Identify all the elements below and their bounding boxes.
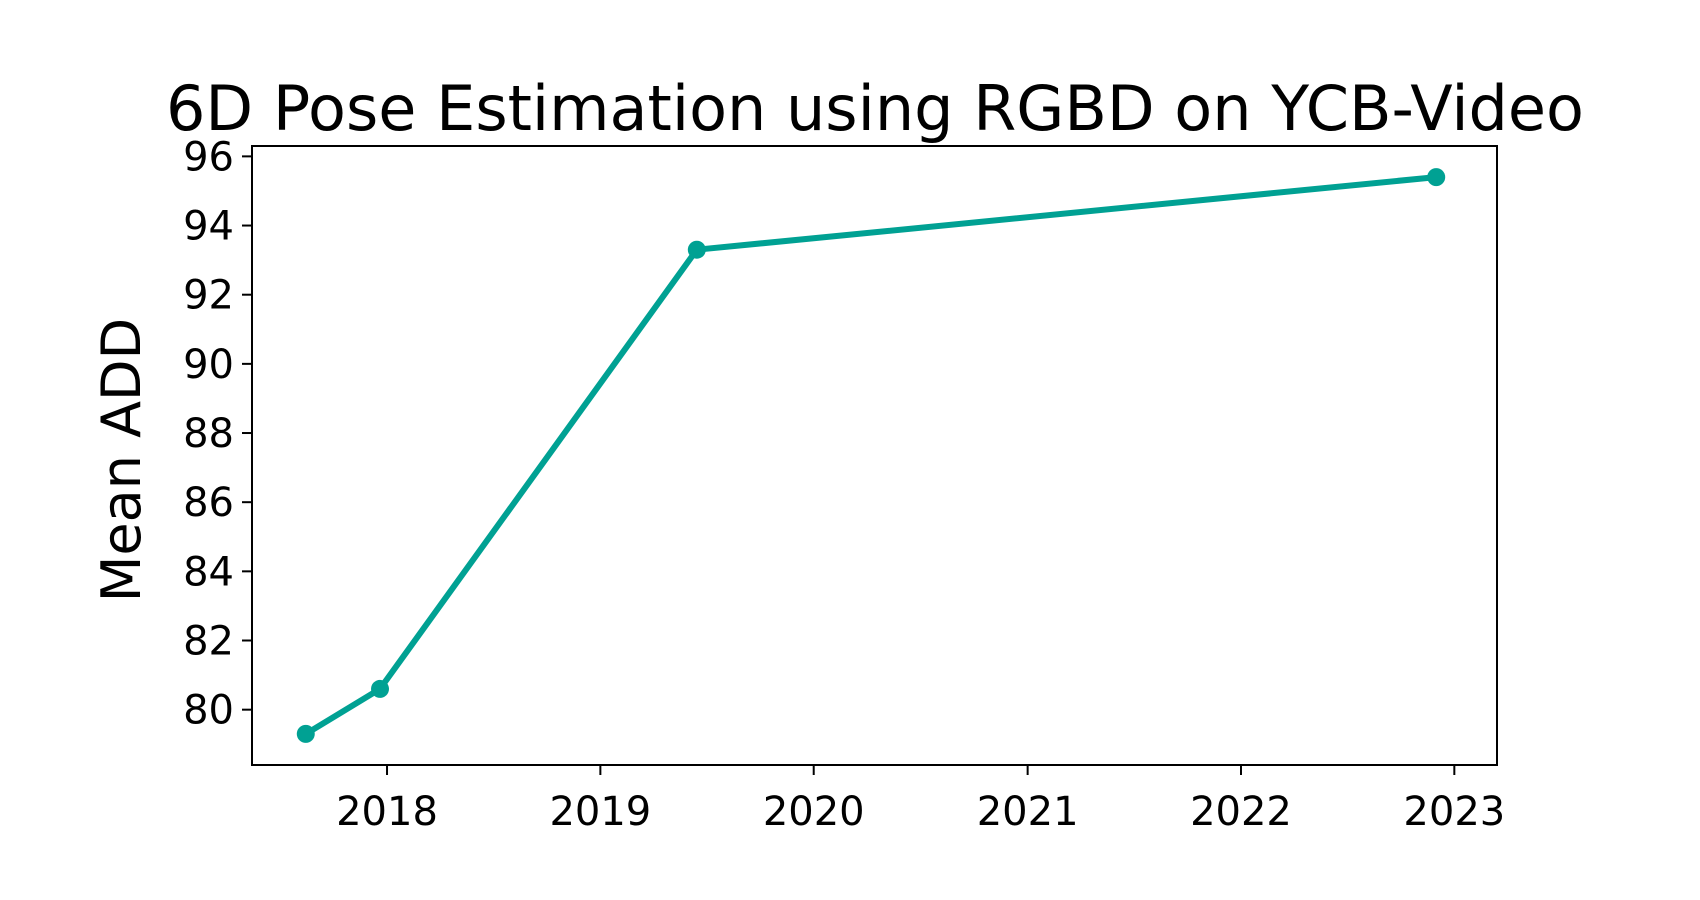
plot-frame	[251, 145, 1498, 766]
data-point	[687, 240, 706, 259]
x-axis: 2018 2019 2020 2021 2022 2023	[336, 765, 1505, 835]
chart-title: 6D Pose Estimation using RGBD on YCB-Vid…	[166, 72, 1584, 145]
y-tick-label: 80	[183, 688, 234, 734]
x-tick-label: 2021	[977, 789, 1079, 835]
x-tick-label: 2023	[1403, 789, 1505, 835]
y-tick-label: 96	[183, 134, 234, 180]
y-tick-label: 84	[183, 549, 234, 595]
y-axis-label: Mean ADD	[90, 318, 153, 602]
y-tick-label: 86	[183, 480, 234, 526]
x-tick-label: 2018	[336, 789, 438, 835]
x-tick-label: 2020	[763, 789, 865, 835]
series-line	[304, 174, 1437, 737]
y-tick-label: 94	[183, 204, 234, 250]
y-tick-label: 92	[183, 273, 234, 319]
y-axis: 80 82 84 86 88 90 92 94 96	[183, 134, 252, 734]
data-point	[296, 724, 315, 743]
series-layer	[296, 168, 1446, 743]
data-point	[1427, 168, 1446, 187]
y-tick-label: 82	[183, 619, 234, 665]
y-tick-label: 90	[183, 342, 234, 388]
data-point	[371, 679, 390, 698]
x-tick-label: 2022	[1190, 789, 1292, 835]
y-tick-label: 88	[183, 411, 234, 457]
x-tick-label: 2019	[549, 789, 651, 835]
